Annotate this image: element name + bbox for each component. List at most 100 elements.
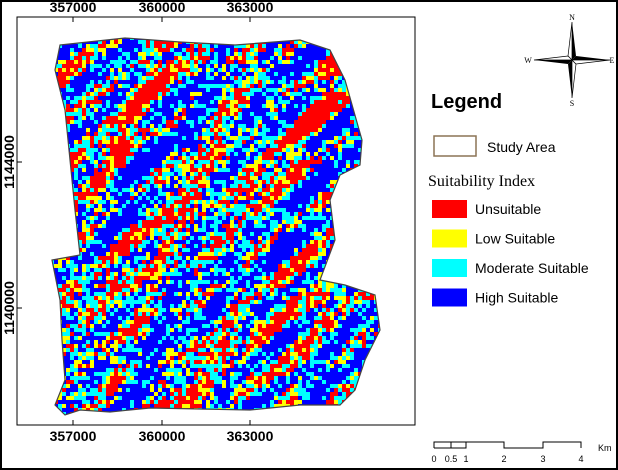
raster-cell: [282, 100, 286, 104]
raster-cell: [82, 256, 86, 260]
raster-cell: [130, 240, 134, 244]
raster-cell: [122, 204, 126, 208]
raster-cell: [338, 100, 342, 104]
raster-cell: [170, 272, 174, 276]
raster-cell: [134, 200, 138, 204]
raster-cell: [70, 80, 74, 84]
raster-cell: [122, 128, 126, 132]
raster-cell: [310, 172, 314, 176]
raster-cell: [170, 208, 174, 212]
raster-cell: [138, 188, 142, 192]
raster-cell: [154, 192, 158, 196]
raster-cell: [238, 268, 242, 272]
raster-cell: [286, 180, 290, 184]
raster-cell: [166, 44, 170, 48]
raster-cell: [210, 96, 214, 100]
raster-cell: [226, 248, 230, 252]
raster-cell: [150, 48, 154, 52]
raster-cell: [262, 112, 266, 116]
raster-cell: [266, 168, 270, 172]
raster-cell: [130, 76, 134, 80]
raster-cell: [138, 68, 142, 72]
raster-cell: [90, 48, 94, 52]
raster-cell: [102, 64, 106, 68]
raster-cell: [290, 244, 294, 248]
raster-cell: [58, 268, 62, 272]
raster-cell: [74, 136, 78, 140]
raster-cell: [250, 168, 254, 172]
raster-cell: [290, 52, 294, 56]
raster-cell: [82, 220, 86, 224]
raster-cell: [266, 88, 270, 92]
raster-cell: [318, 268, 322, 272]
raster-cell: [194, 224, 198, 228]
raster-cell: [206, 196, 210, 200]
raster-cell: [90, 132, 94, 136]
raster-cell: [86, 244, 90, 248]
raster-cell: [282, 256, 286, 260]
raster-cell: [206, 144, 210, 148]
raster-cell: [210, 252, 214, 256]
raster-cell: [142, 128, 146, 132]
raster-cell: [306, 232, 310, 236]
raster-cell: [118, 84, 122, 88]
raster-cell: [286, 260, 290, 264]
raster-cell: [94, 52, 98, 56]
raster-cell: [138, 272, 142, 276]
raster-cell: [210, 104, 214, 108]
raster-cell: [178, 56, 182, 60]
raster-cell: [274, 180, 278, 184]
raster-cell: [346, 152, 350, 156]
raster-cell: [354, 144, 358, 148]
raster-cell: [314, 112, 318, 116]
raster-cell: [354, 136, 358, 140]
raster-cell: [242, 192, 246, 196]
raster-cell: [186, 260, 190, 264]
raster-cell: [238, 64, 242, 68]
raster-cell: [330, 188, 334, 192]
raster-cell: [78, 68, 82, 72]
raster-cell: [318, 152, 322, 156]
raster-cell: [66, 96, 70, 100]
raster-cell: [150, 268, 154, 272]
raster-cell: [230, 72, 234, 76]
raster-cell: [122, 160, 126, 164]
raster-cell: [130, 120, 134, 124]
raster-cell: [130, 268, 134, 272]
raster-cell: [126, 156, 130, 160]
raster-cell: [318, 140, 322, 144]
raster-cell: [74, 72, 78, 76]
raster-cell: [150, 44, 154, 48]
raster-cell: [74, 184, 78, 188]
raster-cell: [186, 100, 190, 104]
raster-cell: [182, 64, 186, 68]
raster-cell: [218, 144, 222, 148]
raster-cell: [274, 188, 278, 192]
raster-cell: [254, 208, 258, 212]
raster-cell: [78, 180, 82, 184]
raster-cell: [226, 224, 230, 228]
raster-cell: [250, 196, 254, 200]
raster-cell: [230, 100, 234, 104]
raster-cell: [82, 268, 86, 272]
raster-cell: [186, 176, 190, 180]
raster-cell: [330, 148, 334, 152]
raster-cell: [282, 184, 286, 188]
raster-cell: [250, 76, 254, 80]
raster-cell: [186, 268, 190, 272]
raster-cell: [74, 56, 78, 60]
raster-cell: [102, 264, 106, 268]
raster-cell: [274, 224, 278, 228]
raster-cell: [258, 192, 262, 196]
raster-cell: [278, 76, 282, 80]
raster-cell: [130, 172, 134, 176]
raster-cell: [114, 260, 118, 264]
raster-cell: [206, 116, 210, 120]
raster-cell: [286, 96, 290, 100]
raster-cell: [278, 132, 282, 136]
raster-cell: [254, 60, 258, 64]
raster-cell: [222, 208, 226, 212]
raster-cell: [186, 160, 190, 164]
raster-cell: [58, 48, 62, 52]
raster-cell: [182, 144, 186, 148]
